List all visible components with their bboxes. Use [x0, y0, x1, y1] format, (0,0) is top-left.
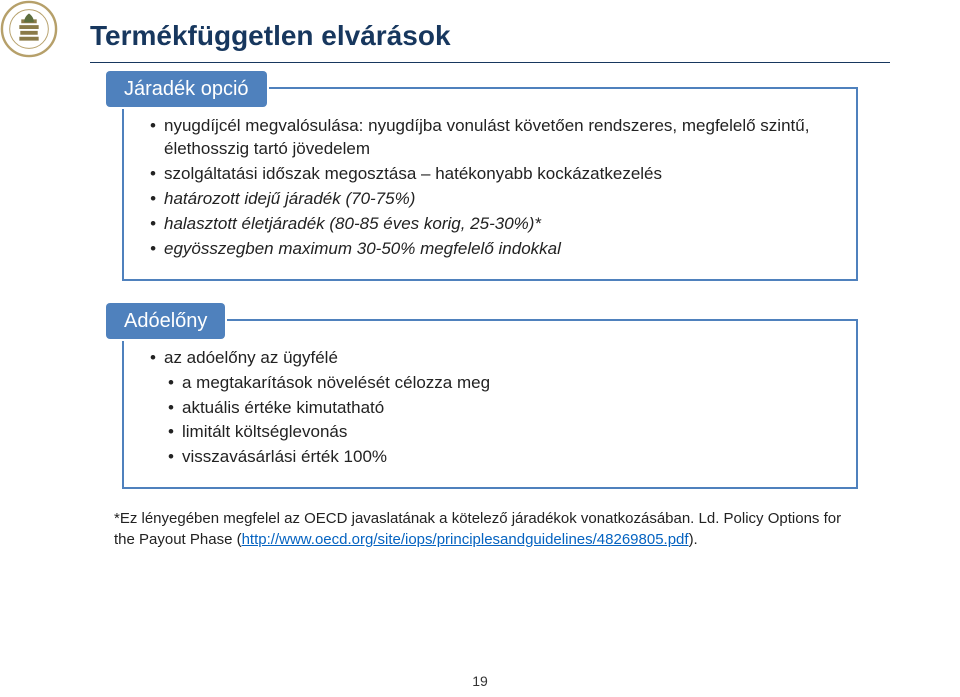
- footnote-post: ).: [689, 531, 698, 548]
- list-item: halasztott életjáradék (80-85 éves korig…: [150, 213, 832, 236]
- item-text: egyösszegben maximum 30-50% megfelelő in…: [164, 239, 561, 258]
- list-item: limitált költséglevonás: [168, 421, 832, 444]
- list-item: határozott idejű járadék (70-75%): [150, 188, 832, 211]
- item-text: aktuális értéke kimutatható: [182, 398, 384, 417]
- list-item: egyösszegben maximum 30-50% megfelelő in…: [150, 238, 832, 261]
- item-text: limitált költséglevonás: [182, 422, 347, 441]
- item-text: szolgáltatási időszak megosztása – haték…: [164, 164, 662, 183]
- page-title: Termékfüggetlen elvárások: [90, 20, 890, 63]
- panel-items: az adóelőny az ügyfélé a megtakarítások …: [150, 347, 832, 470]
- page-number: 19: [0, 673, 960, 689]
- list-item: visszavásárlási érték 100%: [168, 446, 832, 469]
- panel-tab: Adóelőny: [106, 303, 225, 339]
- item-text: halasztott életjáradék (80-85 éves korig…: [164, 214, 541, 233]
- panel-tab: Járadék opció: [106, 71, 267, 107]
- list-item: nyugdíjcél megvalósulása: nyugdíjba vonu…: [150, 115, 832, 161]
- panel-items: nyugdíjcél megvalósulása: nyugdíjba vonu…: [150, 115, 832, 261]
- list-item: aktuális értéke kimutatható: [168, 397, 832, 420]
- item-text: az adóelőny az ügyfélé: [164, 348, 338, 367]
- panel-jaradek-opcio: Járadék opció nyugdíjcél megvalósulása: …: [122, 87, 858, 281]
- list-item: a megtakarítások növelését célozza meg: [168, 372, 832, 395]
- footnote-link[interactable]: http://www.oecd.org/site/iops/principles…: [242, 531, 689, 548]
- item-text: nyugdíjcél megvalósulása: nyugdíjba vonu…: [164, 116, 809, 158]
- footnote: *Ez lényegében megfelel az OECD javaslat…: [114, 509, 866, 550]
- list-item: az adóelőny az ügyfélé: [150, 347, 832, 370]
- list-item: szolgáltatási időszak megosztása – haték…: [150, 163, 832, 186]
- panel-adoelony: Adóelőny az adóelőny az ügyfélé a megtak…: [122, 319, 858, 490]
- item-text: visszavásárlási érték 100%: [182, 447, 387, 466]
- slide: Termékfüggetlen elvárások Járadék opció …: [0, 0, 960, 697]
- item-text: a megtakarítások növelését célozza meg: [182, 373, 490, 392]
- item-text: határozott idejű járadék (70-75%): [164, 189, 415, 208]
